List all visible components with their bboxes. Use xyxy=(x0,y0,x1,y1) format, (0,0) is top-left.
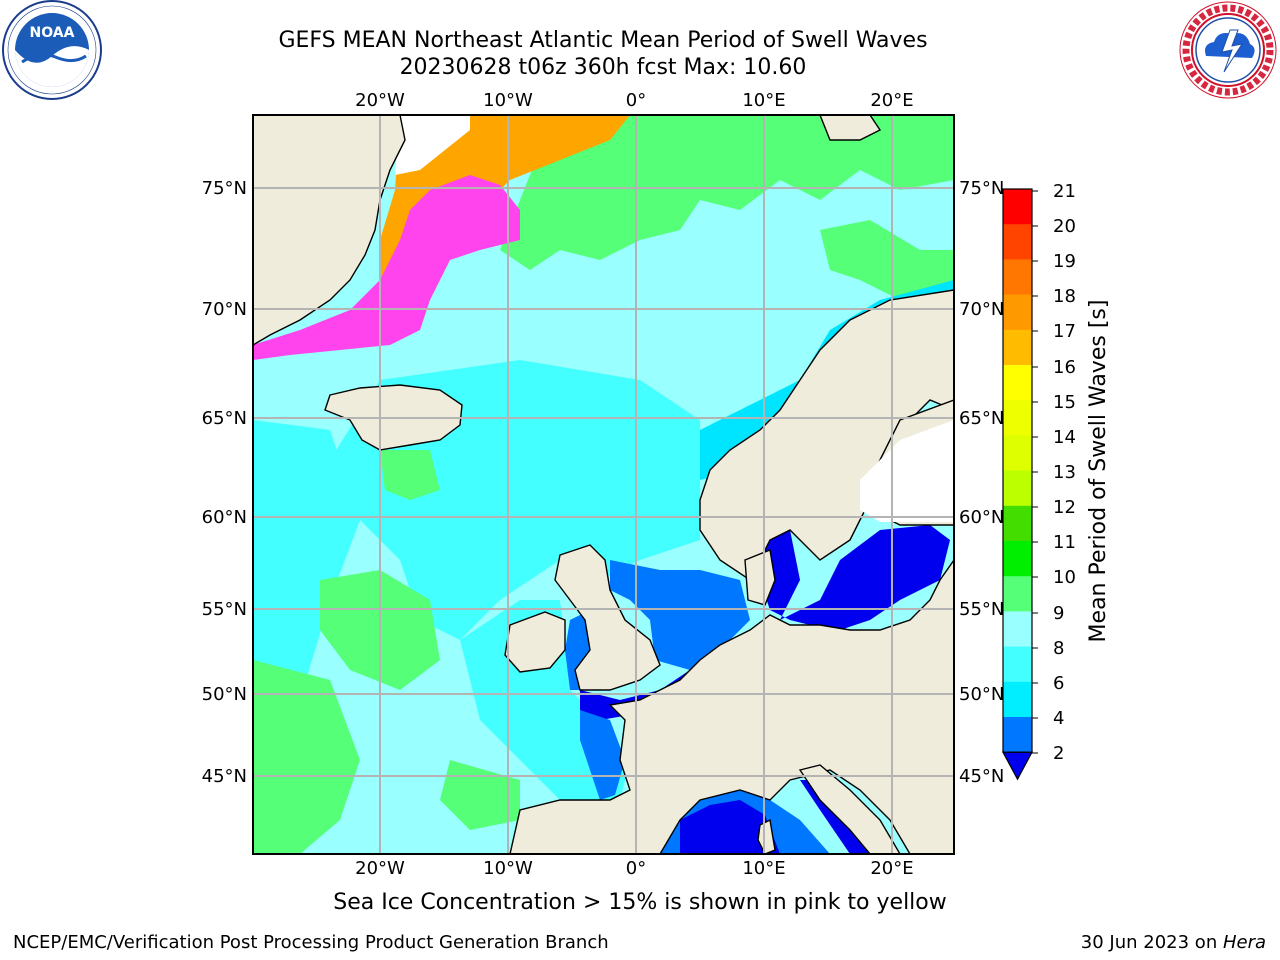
colorbar-tick-label: 14 xyxy=(1053,427,1076,448)
colorbar-bin xyxy=(1003,400,1032,436)
lat-label: 60°N xyxy=(959,507,1004,528)
colorbar-bin xyxy=(1003,435,1032,472)
lon-label: 10°E xyxy=(742,90,785,111)
colorbar-under-extension xyxy=(1001,751,1034,781)
finland-no-data xyxy=(860,420,954,522)
map-subtitle: 20230628 t06z 360h fcst Max: 10.60 xyxy=(399,55,807,80)
colorbar-bin xyxy=(1003,470,1032,507)
denmark xyxy=(744,549,776,606)
lon-labels-top: 20°W 10°W 0° 10°E 20°E xyxy=(355,90,913,111)
colorbar-tick-label: 8 xyxy=(1053,638,1064,659)
map-field xyxy=(253,115,954,854)
colorbar-tick-label: 21 xyxy=(1053,181,1076,202)
colorbar-bin xyxy=(1003,224,1032,260)
colorbar-tick-label: 15 xyxy=(1053,392,1076,413)
lat-label: 70°N xyxy=(202,299,247,320)
lat-label: 75°N xyxy=(202,178,247,199)
colorbar-ticks: 21 20 19 18 17 16 15 14 13 12 11 10 9 8 … xyxy=(1053,181,1076,764)
lat-labels-left: 75°N 70°N 65°N 60°N 55°N 50°N 45°N xyxy=(202,178,247,787)
lon-label: 10°E xyxy=(742,858,785,879)
colorbar-bin xyxy=(1003,259,1032,296)
colorbar-tick-label: 18 xyxy=(1053,286,1076,307)
colorbar-bin xyxy=(1003,576,1032,612)
lon-label: 20°W xyxy=(355,858,405,879)
colorbar-frame xyxy=(1002,188,1033,753)
colorbar-tick-label: 4 xyxy=(1053,708,1064,729)
graticule xyxy=(253,115,954,854)
colorbar-tick-label: 10 xyxy=(1053,567,1076,588)
lon-label: 10°W xyxy=(483,858,533,879)
north-sea xyxy=(610,560,750,670)
greenland xyxy=(253,115,406,346)
colorbar-tick-label: 2 xyxy=(1053,743,1064,764)
map-title: GEFS MEAN Northeast Atlantic Mean Period… xyxy=(278,28,928,53)
lat-label: 65°N xyxy=(202,408,247,429)
colorbar-bin xyxy=(1003,505,1032,542)
colorbar-tick-label: 11 xyxy=(1053,532,1076,553)
lat-label: 65°N xyxy=(959,408,1004,429)
colorbar xyxy=(1001,188,1038,781)
italy xyxy=(798,764,901,854)
colorbar-bin xyxy=(1003,646,1032,683)
lon-label: 10°W xyxy=(483,90,533,111)
colorbar-bin xyxy=(1003,329,1032,366)
colorbar-tick-label: 12 xyxy=(1053,497,1076,518)
lat-label: 55°N xyxy=(959,599,1004,620)
map-frame xyxy=(252,114,955,855)
ocean-green-biscay xyxy=(440,760,520,830)
lon-label: 0° xyxy=(626,90,646,111)
lon-label: 20°W xyxy=(355,90,405,111)
colorbar-bin xyxy=(1003,611,1032,648)
sea-ice-magenta xyxy=(253,175,520,360)
ocean-green-north xyxy=(500,115,954,270)
lat-labels-right: 75°N 70°N 65°N 60°N 55°N 50°N 45°N xyxy=(959,178,1004,787)
ocean-green-southwest xyxy=(253,660,360,854)
colorbar-bin xyxy=(1003,717,1032,753)
svalbard xyxy=(819,115,882,141)
footer-host: Hera xyxy=(1222,932,1266,953)
lon-label: 20°E xyxy=(870,858,913,879)
sea-ice-caption: Sea Ice Concentration > 15% is shown in … xyxy=(333,890,947,915)
lat-label: 55°N xyxy=(202,599,247,620)
lat-label: 60°N xyxy=(202,507,247,528)
ocean-green-patch xyxy=(820,220,954,300)
baltic-sea xyxy=(760,525,950,630)
biscay-coast xyxy=(580,710,625,800)
colorbar-bin xyxy=(1003,294,1032,331)
colorbar-tick-label: 17 xyxy=(1053,321,1076,342)
colorbar-tick-label: 19 xyxy=(1053,251,1076,272)
ocean-mid-west xyxy=(253,420,360,720)
lat-label: 50°N xyxy=(202,684,247,705)
corsica-sardinia xyxy=(757,818,776,854)
lat-label: 50°N xyxy=(959,684,1004,705)
lat-label: 45°N xyxy=(959,766,1004,787)
colorbar-tick-label: 13 xyxy=(1053,462,1076,483)
lat-label: 70°N xyxy=(959,299,1004,320)
no-data-pole xyxy=(395,115,470,175)
lon-label: 20°E xyxy=(870,90,913,111)
colorbar-bin xyxy=(1003,541,1032,577)
footer-credit: NCEP/EMC/Verification Post Processing Pr… xyxy=(13,932,609,953)
mediterranean-core xyxy=(680,800,780,854)
colorbar-label: Mean Period of Swell Waves [s] xyxy=(1086,300,1111,643)
colorbar-bin xyxy=(1003,189,1032,225)
noaa-logo-text: NOAA xyxy=(30,25,75,41)
lon-labels-bottom: 20°W 10°W 0° 10°E 20°E xyxy=(355,858,913,879)
colorbar-tick-label: 6 xyxy=(1053,673,1064,694)
noaa-logo: NOAA xyxy=(2,0,102,100)
ocean-green-iceland xyxy=(380,450,440,500)
lat-label: 45°N xyxy=(202,766,247,787)
colorbar-tick-label: 16 xyxy=(1053,357,1076,378)
colorbar-tick-label: 9 xyxy=(1053,603,1064,624)
lon-label: 0° xyxy=(626,858,646,879)
colorbar-bin xyxy=(1003,365,1032,401)
footer-date-text: 30 Jun 2023 on xyxy=(1080,932,1223,953)
colorbar-bin xyxy=(1003,681,1032,718)
colorbar-tick-label: 20 xyxy=(1053,216,1076,237)
nws-logo xyxy=(1179,1,1277,99)
lat-label: 75°N xyxy=(959,178,1004,199)
footer-date: 30 Jun 2023 on Hera xyxy=(1081,931,1266,955)
